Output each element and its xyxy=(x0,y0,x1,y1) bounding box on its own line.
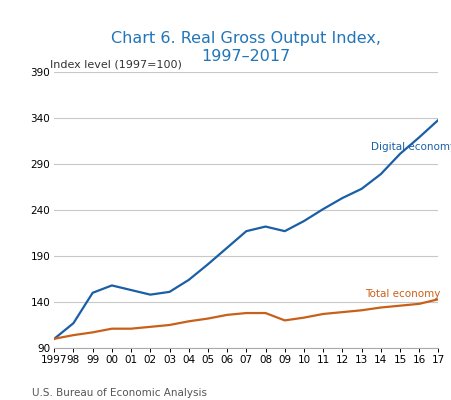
Text: Index level (1997=100): Index level (1997=100) xyxy=(51,59,182,69)
Text: U.S. Bureau of Economic Analysis: U.S. Bureau of Economic Analysis xyxy=(32,388,206,398)
Text: Digital economy: Digital economy xyxy=(370,142,451,152)
Title: Chart 6. Real Gross Output Index,
1997–2017: Chart 6. Real Gross Output Index, 1997–2… xyxy=(111,32,381,64)
Text: Total economy: Total economy xyxy=(364,289,440,299)
